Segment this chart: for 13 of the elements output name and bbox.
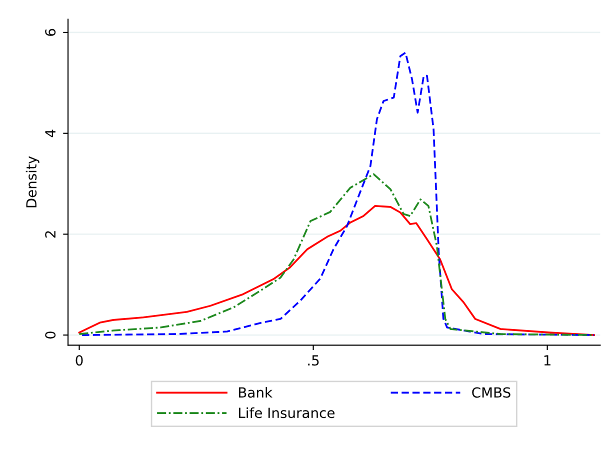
legend-label: Bank: [239, 386, 272, 398]
line-series: [78, 205, 596, 336]
y-axis-title: Density: [26, 156, 40, 208]
legend-label: Life Insurance: [239, 407, 334, 418]
y-tick-label: 2: [45, 231, 56, 238]
y-tick-label: 4: [45, 130, 56, 138]
x-tick-label: 0: [76, 355, 83, 366]
x-tick-label: 1: [544, 355, 550, 366]
line-series: [81, 52, 596, 336]
x-tick-label: .5: [308, 355, 319, 366]
legend-label: CMBS: [472, 387, 510, 398]
y-tick-label: 6: [45, 28, 56, 36]
y-tick-label: 0: [45, 332, 56, 339]
